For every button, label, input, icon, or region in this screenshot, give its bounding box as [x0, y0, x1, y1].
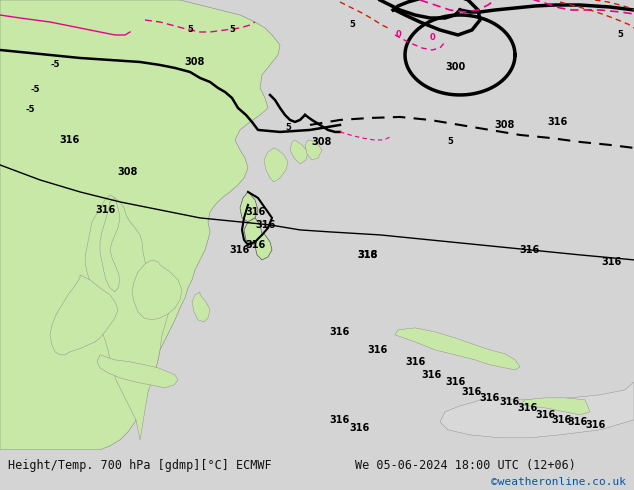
Polygon shape: [264, 148, 288, 182]
Text: 316: 316: [535, 410, 555, 420]
Text: 308: 308: [495, 120, 515, 130]
Text: 316: 316: [518, 403, 538, 413]
Polygon shape: [440, 382, 634, 438]
Text: 308: 308: [185, 57, 205, 67]
Text: 316: 316: [330, 327, 350, 337]
Text: 316: 316: [230, 245, 250, 255]
Text: 316: 316: [520, 245, 540, 255]
Text: 308: 308: [312, 137, 332, 147]
Text: 300: 300: [445, 62, 465, 72]
Text: 316: 316: [358, 250, 378, 260]
Polygon shape: [192, 292, 210, 322]
Polygon shape: [520, 398, 590, 415]
Text: 5: 5: [229, 25, 235, 34]
Text: -5: -5: [50, 60, 60, 70]
Text: 316: 316: [585, 420, 605, 430]
Polygon shape: [50, 275, 118, 355]
Text: 316: 316: [405, 357, 425, 367]
Text: 5: 5: [187, 25, 193, 34]
Text: 316: 316: [568, 417, 588, 427]
Text: 316: 316: [462, 387, 482, 397]
Polygon shape: [290, 140, 308, 164]
Text: 316: 316: [368, 345, 388, 355]
Polygon shape: [255, 234, 272, 260]
Polygon shape: [244, 218, 262, 245]
Polygon shape: [0, 0, 280, 450]
Text: 316: 316: [330, 415, 350, 425]
Text: 316: 316: [500, 397, 520, 407]
Text: 318: 318: [358, 250, 378, 260]
Text: 316: 316: [552, 415, 572, 425]
Polygon shape: [240, 192, 258, 222]
Polygon shape: [305, 140, 322, 160]
Text: -5: -5: [25, 105, 35, 115]
Text: 308: 308: [118, 167, 138, 177]
Text: 0: 0: [429, 33, 435, 43]
Text: 5: 5: [349, 21, 355, 29]
Text: 316: 316: [445, 377, 465, 387]
Text: 316: 316: [245, 207, 265, 217]
Text: 316: 316: [95, 205, 115, 215]
Text: 5: 5: [285, 123, 291, 132]
Text: 316: 316: [548, 117, 568, 127]
Text: 316: 316: [602, 257, 622, 267]
Text: We 05-06-2024 18:00 UTC (12+06): We 05-06-2024 18:00 UTC (12+06): [355, 460, 576, 472]
Text: 5: 5: [447, 137, 453, 147]
Polygon shape: [100, 198, 120, 292]
Polygon shape: [97, 355, 178, 388]
Text: 316: 316: [350, 423, 370, 433]
Polygon shape: [132, 260, 182, 320]
Polygon shape: [395, 328, 520, 370]
Text: 316: 316: [422, 370, 442, 380]
Text: Height/Temp. 700 hPa [gdmp][°C] ECMWF: Height/Temp. 700 hPa [gdmp][°C] ECMWF: [8, 460, 271, 472]
Text: 316: 316: [60, 135, 80, 145]
Text: 316: 316: [245, 240, 265, 250]
Text: 0: 0: [395, 30, 401, 40]
Text: ©weatheronline.co.uk: ©weatheronline.co.uk: [491, 477, 626, 487]
Text: 5: 5: [617, 30, 623, 40]
Polygon shape: [85, 195, 170, 440]
Text: -5: -5: [30, 85, 40, 95]
Text: 316: 316: [255, 220, 275, 230]
Text: 316: 316: [480, 393, 500, 403]
